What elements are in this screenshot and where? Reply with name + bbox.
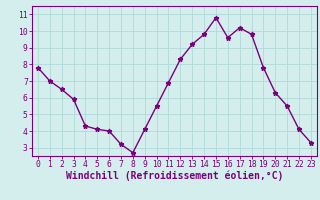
X-axis label: Windchill (Refroidissement éolien,°C): Windchill (Refroidissement éolien,°C) (66, 171, 283, 181)
